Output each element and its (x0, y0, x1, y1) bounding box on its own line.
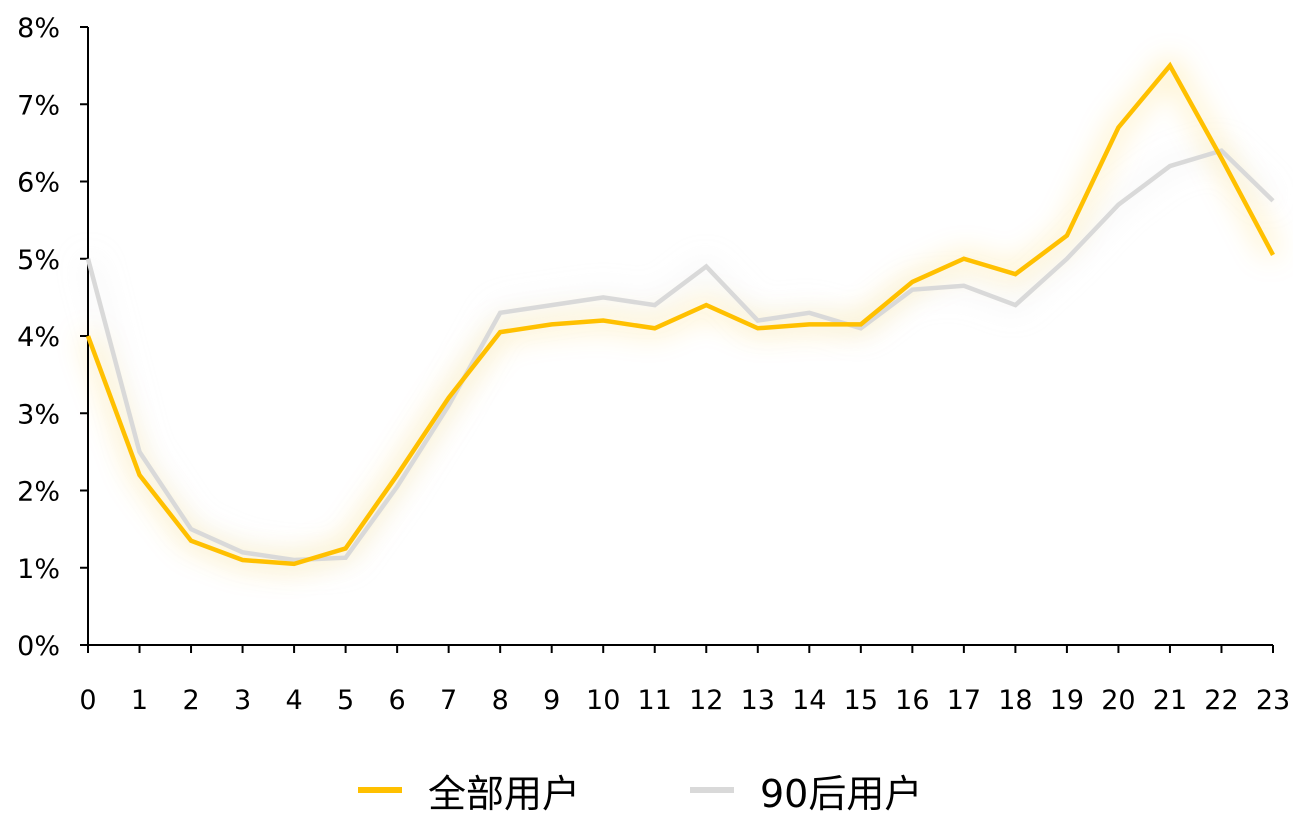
x-tick-label: 4 (285, 685, 302, 716)
x-tick-label: 10 (586, 685, 620, 716)
x-tick-label: 23 (1256, 685, 1290, 716)
legend: 全部用户 90后用户 (0, 760, 1293, 820)
series-line-1 (88, 151, 1273, 560)
y-tick-label: 4% (17, 322, 60, 353)
series-lines (88, 66, 1273, 564)
legend-swatch-all-users (358, 787, 402, 793)
x-tick-label: 8 (492, 685, 509, 716)
x-tick-label: 20 (1101, 685, 1135, 716)
x-tick-label: 16 (895, 685, 929, 716)
x-tick-label: 14 (792, 685, 826, 716)
legend-swatch-post90-users (690, 787, 734, 793)
x-tick-label: 11 (638, 685, 672, 716)
y-tick-label: 3% (17, 399, 60, 430)
series-line-0 (88, 66, 1273, 564)
x-tick-label: 15 (844, 685, 878, 716)
legend-label-post90-users: 90后用户 (760, 763, 922, 818)
x-tick-label: 6 (389, 685, 406, 716)
y-tick-label: 2% (17, 477, 60, 508)
x-tick-label: 19 (1050, 685, 1084, 716)
series-glow-line (88, 151, 1273, 560)
x-tick-label: 17 (947, 685, 981, 716)
x-tick-label: 18 (998, 685, 1032, 716)
x-tick-label: 12 (689, 685, 723, 716)
x-tick-label: 9 (543, 685, 560, 716)
y-tick-label: 7% (17, 90, 60, 121)
legend-item-all-users: 全部用户 (358, 760, 580, 820)
x-tick-label: 13 (741, 685, 775, 716)
x-tick-label: 2 (182, 685, 199, 716)
x-tick-label: 22 (1204, 685, 1238, 716)
x-tick-label: 21 (1153, 685, 1187, 716)
x-tick-label: 0 (79, 685, 96, 716)
y-tick-label: 8% (17, 13, 60, 44)
y-tick-label: 6% (17, 168, 60, 199)
legend-label-all-users: 全部用户 (428, 763, 580, 818)
x-tick-label: 1 (131, 685, 148, 716)
legend-item-post90-users: 90后用户 (690, 760, 922, 820)
y-tick-label: 0% (17, 631, 60, 662)
x-tick-label: 3 (234, 685, 251, 716)
y-tick-label: 1% (17, 554, 60, 585)
x-tick-label: 7 (440, 685, 457, 716)
x-tick-label: 5 (337, 685, 354, 716)
y-tick-label: 5% (17, 245, 60, 276)
